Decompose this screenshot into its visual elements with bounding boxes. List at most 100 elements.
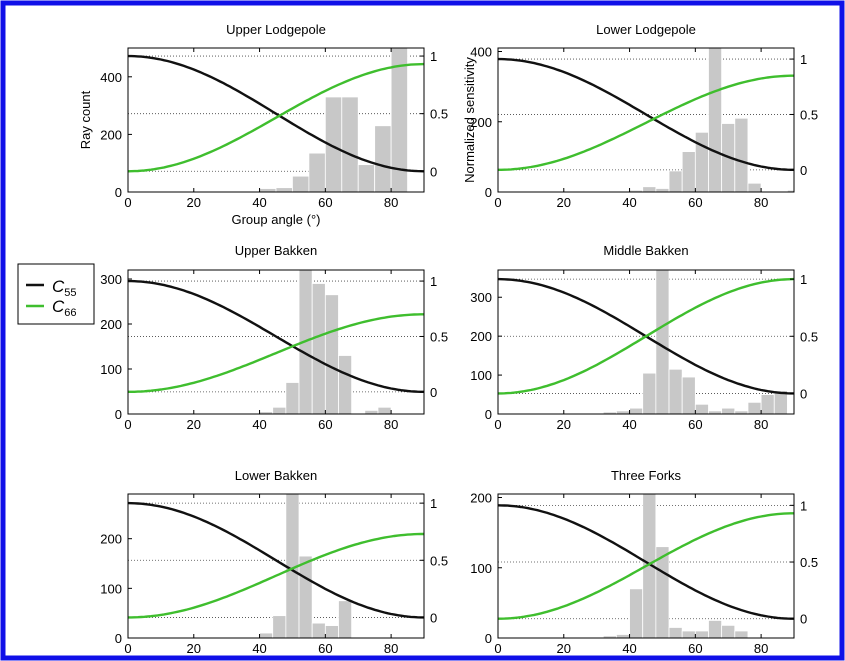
y2-tick-label: 1: [800, 272, 807, 287]
x-tick-label: 0: [124, 195, 131, 210]
histogram-bar: [694, 131, 709, 193]
x-tick-label: 40: [622, 417, 636, 432]
x-tick-label: 0: [494, 641, 501, 656]
axes-box: [497, 493, 795, 639]
legend-label-c55: C55: [52, 277, 77, 299]
histogram-bar: [708, 620, 723, 639]
y-tick-label: 200: [100, 317, 122, 332]
legend-label-c55-main: C: [52, 277, 65, 296]
histogram-bar: [357, 164, 376, 193]
histogram-bar: [681, 376, 696, 415]
y-tick-label: 400: [100, 70, 122, 85]
histogram-bar: [642, 186, 657, 193]
x-tick-label: 0: [124, 417, 131, 432]
y-tick-label: 200: [470, 491, 492, 506]
x-tick-label: 60: [688, 195, 702, 210]
y2-axis-label: Normalized sensitivity: [462, 57, 477, 183]
plot-area: [128, 270, 424, 414]
panel-2: 0 20 40 60 80 0 200 400 0 0.5 1 Lower Lodgepole Norm…: [462, 22, 818, 210]
x-tick-label: 20: [187, 641, 201, 656]
legend-label-c66-main: C: [52, 297, 65, 316]
legend-label-c55-sub: 55: [64, 287, 76, 299]
curve-c66: [498, 74, 794, 171]
y-tick-label: 300: [470, 290, 492, 305]
y-tick-label: 100: [100, 581, 122, 596]
panel-title: Upper Lodgepole: [226, 22, 326, 37]
histogram-bar: [616, 634, 630, 639]
legend-label-c66-sub: 66: [64, 307, 76, 319]
y2-tick-label: 0.5: [800, 555, 818, 570]
panel-4: 0 20 40 60 80 0 100 200 300 0 0.5 1 Middle Bakken: [470, 243, 818, 432]
y-tick-label: 0: [485, 631, 492, 646]
x-tick-label: 80: [384, 641, 398, 656]
x-tick-label: 80: [754, 641, 768, 656]
histogram-bar: [308, 152, 326, 193]
y2-tick-label: 1: [430, 496, 437, 511]
histogram-bar: [272, 615, 287, 639]
x-tick-label: 80: [754, 195, 768, 210]
curve-c66: [127, 62, 425, 173]
histogram-bar: [275, 187, 293, 193]
panel-5: 0 20 40 60 80 0 100 200 0 0.5 1 Lower Bakken: [100, 468, 448, 656]
y-tick-label: 0: [115, 407, 122, 422]
histogram-bar: [259, 188, 277, 193]
x-axis-label: Group angle (°): [231, 212, 320, 227]
plot-area: [498, 48, 794, 192]
histogram-bar: [324, 294, 339, 415]
y-tick-label: 400: [470, 45, 492, 60]
curve-c66: [128, 532, 424, 619]
histogram-bar: [311, 283, 326, 415]
legend-label-c66: C66: [52, 297, 77, 319]
histogram-bar: [272, 406, 287, 415]
y-tick-label: 200: [100, 127, 122, 142]
histogram-bar: [629, 588, 644, 639]
histogram-bar: [324, 625, 339, 639]
axes-box: [127, 269, 425, 415]
histogram-bar: [734, 630, 749, 639]
x-tick-label: 0: [494, 417, 501, 432]
histogram-bar: [681, 630, 696, 639]
x-tick-label: 40: [252, 417, 266, 432]
curve-c55: [498, 57, 794, 171]
histogram-bar: [259, 632, 274, 639]
x-tick-label: 40: [622, 641, 636, 656]
curve-c66: [128, 313, 424, 393]
x-tick-label: 60: [688, 417, 702, 432]
histogram-bar: [285, 382, 300, 415]
panel-title: Three Forks: [611, 468, 682, 483]
y2-tick-label: 0.5: [430, 553, 448, 568]
x-tick-label: 60: [688, 641, 702, 656]
histogram-bar: [655, 188, 670, 193]
histogram-bar: [721, 624, 736, 639]
y-tick-label: 200: [100, 532, 122, 547]
y2-tick-label: 1: [800, 52, 807, 67]
y-tick-label: 300: [100, 272, 122, 287]
y2-tick-label: 0: [800, 386, 807, 401]
histogram-bar: [760, 394, 775, 415]
legend: C55 C66: [17, 263, 95, 325]
histogram-bar: [747, 401, 762, 415]
histogram-bar: [668, 368, 683, 415]
y2-tick-label: 0.5: [430, 329, 448, 344]
y-tick-label: 100: [470, 368, 492, 383]
panel-title: Upper Bakken: [235, 243, 317, 258]
y2-tick-label: 0.5: [800, 329, 818, 344]
x-tick-label: 60: [318, 417, 332, 432]
y2-tick-label: 1: [430, 49, 437, 64]
axes-box: [127, 493, 425, 639]
y-tick-label: 100: [470, 561, 492, 576]
y2-tick-label: 1: [430, 274, 437, 289]
histogram-bar: [694, 403, 709, 415]
panel-3: 0 20 40 60 80 0 100 200 300 0 0.5 1 Upper Bakken: [100, 243, 448, 432]
y-tick-label: 200: [470, 329, 492, 344]
x-tick-label: 20: [557, 641, 571, 656]
y-tick-label: 200: [470, 115, 492, 130]
histogram-bar: [668, 170, 683, 193]
x-tick-label: 40: [622, 195, 636, 210]
y-tick-label: 0: [115, 185, 122, 200]
curve-c55: [127, 501, 424, 619]
y2-tick-label: 0: [430, 610, 437, 625]
histogram-bar: [655, 269, 670, 415]
